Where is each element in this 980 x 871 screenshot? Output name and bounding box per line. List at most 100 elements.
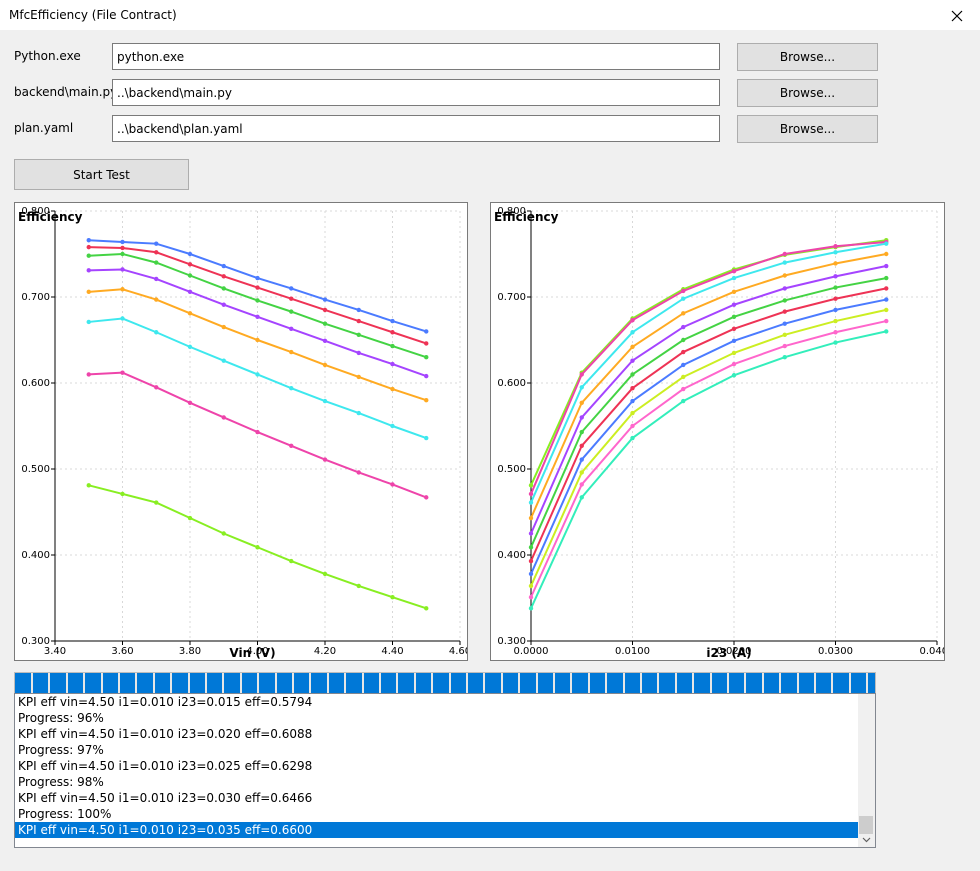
data-point [833, 250, 838, 255]
data-point [884, 307, 889, 313]
x-tick-label: 3.60 [111, 646, 133, 657]
data-point [630, 344, 635, 350]
data-point [424, 435, 429, 441]
data-point [833, 244, 838, 249]
progress-segment-divider [274, 673, 277, 700]
data-point [424, 495, 429, 500]
series-line-s4 [530, 253, 887, 519]
progress-segment-divider [692, 673, 695, 700]
log-line[interactable]: Progress: 98% [18, 775, 104, 789]
data-point [154, 250, 159, 255]
progress-segment-divider [239, 673, 242, 700]
backend-input[interactable] [112, 79, 720, 106]
data-point [528, 571, 534, 577]
browse-backend-button[interactable]: Browse... [737, 79, 878, 107]
data-point [630, 330, 635, 335]
data-point [322, 307, 328, 313]
log-line[interactable]: KPI eff vin=4.50 i1=0.010 i23=0.030 eff=… [18, 791, 313, 805]
data-point [579, 385, 584, 390]
progress-segment-divider [100, 673, 103, 700]
data-point [528, 545, 534, 550]
data-point [833, 296, 838, 301]
data-point [356, 307, 361, 313]
y-axis-label: Efficiency [494, 210, 559, 224]
log-listbox[interactable]: KPI eff vin=4.50 i1=0.010 i23=0.015 eff=… [14, 693, 876, 848]
progress-segment-divider [396, 673, 399, 700]
data-point [681, 337, 686, 343]
x-tick-label: 4.60 [449, 646, 467, 657]
title-bar: MfcEfficiency (File Contract) [0, 0, 980, 31]
data-point [833, 285, 838, 290]
data-point [255, 314, 260, 319]
x-axis-label: i23 (A) [706, 646, 751, 660]
x-tick-label: 4.00 [246, 646, 268, 657]
data-point [681, 386, 686, 392]
log-line[interactable]: KPI eff vin=4.50 i1=0.010 i23=0.020 eff=… [18, 727, 313, 741]
data-point [221, 358, 226, 363]
scrollbar-thumb[interactable] [859, 816, 873, 834]
data-point [390, 330, 395, 335]
data-point [390, 318, 395, 324]
data-point [833, 330, 838, 335]
data-point [86, 253, 91, 258]
scroll-down-button[interactable] [858, 833, 875, 847]
data-point [681, 324, 686, 330]
data-point [424, 355, 429, 360]
data-point [356, 583, 361, 589]
x-tick-label: 3.80 [179, 646, 201, 657]
data-point [221, 531, 226, 536]
y-tick-label: 0.400 [21, 550, 50, 561]
progress-segment-divider [587, 673, 590, 700]
data-point [289, 286, 294, 291]
data-point [630, 410, 635, 416]
log-line[interactable]: Progress: 100% [18, 807, 112, 821]
log-line[interactable]: KPI eff vin=4.50 i1=0.010 i23=0.015 eff=… [18, 695, 313, 709]
data-point [884, 275, 889, 281]
chevron-down-icon [862, 837, 871, 843]
progress-segment-divider [152, 673, 155, 700]
plan-input[interactable] [112, 115, 720, 142]
data-point [884, 297, 889, 302]
data-point [424, 341, 429, 346]
log-line[interactable]: KPI eff vin=4.50 i1=0.010 i23=0.025 eff=… [18, 759, 313, 773]
close-button[interactable] [934, 0, 980, 31]
progress-segment-divider [170, 673, 173, 700]
data-point [221, 263, 226, 269]
data-point [390, 594, 395, 600]
data-point [579, 443, 584, 448]
progress-segment-divider [65, 673, 68, 700]
data-point [731, 373, 737, 378]
python-input[interactable] [112, 43, 720, 70]
progress-segment-divider [292, 673, 294, 700]
data-point [630, 372, 635, 377]
start-test-button[interactable]: Start Test [14, 159, 189, 190]
data-point [356, 332, 361, 338]
data-point [86, 244, 91, 250]
progress-segment-divider [83, 673, 86, 700]
progress-segment-divider [118, 673, 120, 700]
data-point [86, 289, 91, 295]
data-point [289, 309, 294, 314]
browse-python-button[interactable]: Browse... [737, 43, 878, 71]
progress-segment-divider [466, 673, 468, 700]
log-line[interactable]: Progress: 96% [18, 711, 104, 725]
data-point [782, 260, 787, 265]
y-tick-label: 0.300 [497, 636, 526, 647]
data-point [120, 491, 125, 497]
y-tick-label: 0.800 [21, 206, 50, 217]
data-point [120, 267, 125, 272]
progress-segment-divider [640, 673, 642, 700]
series-line-s11 [530, 330, 887, 609]
log-line[interactable]: KPI eff vin=4.50 i1=0.010 i23=0.035 eff=… [15, 822, 860, 838]
data-point [833, 274, 838, 279]
data-point [579, 429, 584, 435]
progress-segment-divider [657, 673, 660, 700]
data-point [528, 583, 534, 589]
browse-plan-button[interactable]: Browse... [737, 115, 878, 143]
log-line[interactable]: Progress: 97% [18, 743, 104, 757]
data-point [528, 606, 534, 611]
i23-efficiency-chart: 0.0000 0.0100 0.0200 0.0300 0.0400 0.300 0.400… [494, 206, 944, 660]
x-axis-label: Vin (V) [229, 646, 275, 660]
data-point [120, 251, 125, 257]
log-scrollbar[interactable] [858, 694, 875, 847]
